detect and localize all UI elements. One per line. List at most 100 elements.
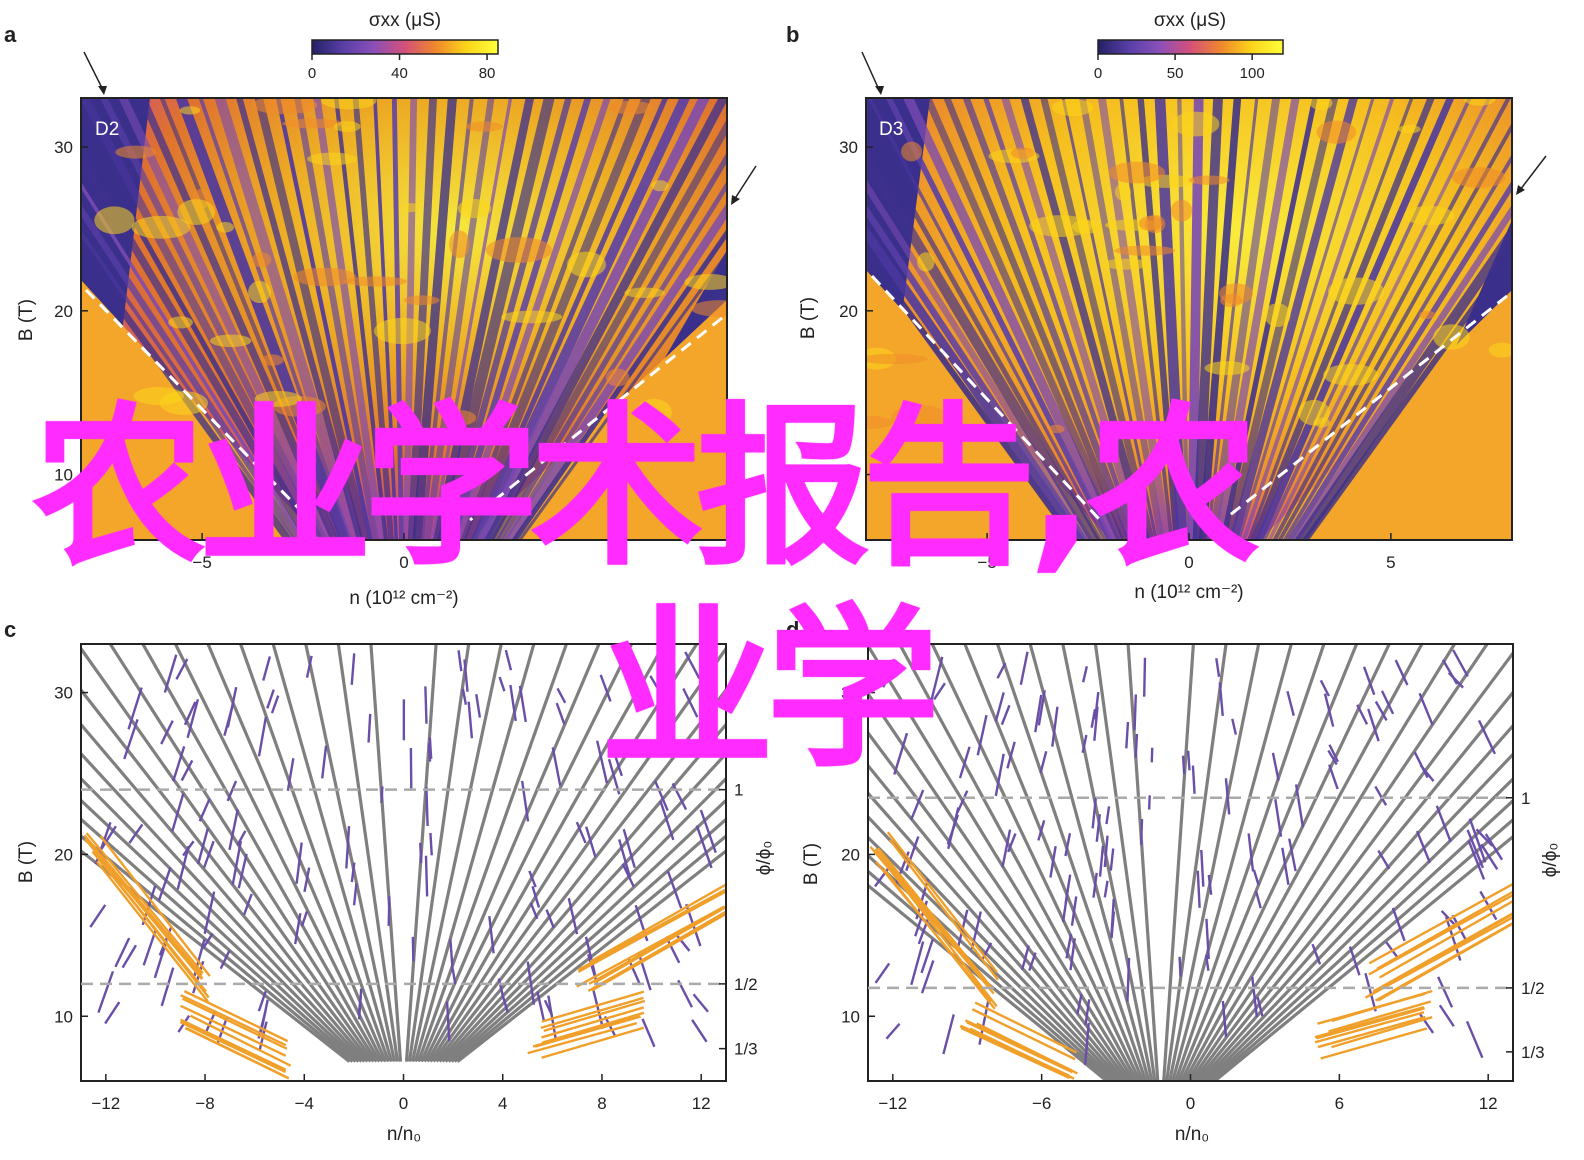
hot-blob (1047, 424, 1065, 434)
gray-fan-line (1204, 776, 1513, 1081)
gray-fan-line (1192, 650, 1513, 1081)
gray-fan-line (868, 763, 1126, 1081)
purple-segment (930, 656, 944, 701)
hot-blob (1264, 303, 1291, 327)
purple-segment (956, 790, 969, 813)
purple-segment (1186, 750, 1191, 771)
purple-segment (1286, 690, 1295, 716)
purple-segment (1098, 845, 1105, 877)
fan-stripe (1267, 98, 1492, 540)
purple-segment (89, 904, 107, 928)
hot-blob (465, 121, 503, 132)
purple-segment (387, 896, 391, 926)
purple-segment (367, 713, 372, 743)
fan-stripe (1137, 98, 1181, 540)
purple-segment (910, 941, 925, 986)
xlabel-b: n (10¹² cm⁻²) (1134, 582, 1243, 603)
orange-segment (85, 832, 204, 974)
orange-segment (92, 850, 207, 993)
hot-blob (1327, 277, 1385, 305)
purple-segment (1477, 719, 1497, 755)
ylabel-right-d: ϕ/ϕ₀ (1540, 843, 1561, 877)
purple-segment (1380, 690, 1395, 715)
hot-blob (1170, 199, 1193, 222)
purple-segment (1019, 651, 1029, 685)
purple-segment (427, 743, 432, 762)
fan-stripe (198, 98, 353, 540)
purple-segment (596, 740, 609, 784)
purple-segment (1252, 869, 1260, 886)
colorbar-title-a: σxx (μS) (369, 10, 441, 31)
purple-segment (910, 789, 925, 820)
orange-segment (976, 1022, 1078, 1075)
purple-segment (303, 867, 311, 893)
gray-fan-line (1210, 817, 1513, 1081)
purple-segment (1181, 755, 1186, 775)
hot-blob (374, 317, 431, 345)
purple-segment (1126, 957, 1131, 1002)
fan-stripe (962, 98, 1135, 540)
fan-stripe (412, 98, 457, 540)
purple-segment (885, 1022, 901, 1040)
panel-b-heatmap: D3 −5 0 5 10 20 30 B (T) n (10¹² cm⁻²) σxx (μ… (798, 10, 1547, 603)
fan-stripe (495, 151, 727, 540)
fan-stripe (885, 98, 1114, 540)
x-tick-label: 5 (1386, 553, 1395, 572)
x-tick-label: 0 (1184, 553, 1193, 572)
x-tick-label: 0 (399, 1094, 408, 1113)
orange-segment (577, 888, 726, 971)
fan-stripe (99, 98, 329, 540)
orange-segment (184, 1026, 289, 1080)
fan-stripe (1220, 98, 1318, 540)
purple-segment (682, 688, 699, 718)
purple-segment (1311, 943, 1322, 965)
orange-segment (540, 996, 644, 1030)
fan-stripe (866, 224, 1085, 540)
ylabel-d: B (T) (801, 843, 822, 885)
hot-blob (1071, 219, 1101, 234)
orange-segment (541, 1011, 645, 1044)
orange-segment (966, 1021, 1073, 1074)
orange-segment (1316, 1007, 1425, 1040)
gray-fan-line (238, 644, 391, 1063)
x-tick-label: 12 (1479, 1094, 1498, 1113)
purple-segment (528, 870, 537, 888)
fan-stripe (1247, 98, 1414, 540)
purple-segment (695, 825, 713, 869)
gray-fan-line (963, 644, 1145, 1081)
axis-ticks-b: −5 0 5 10 20 30 (839, 138, 1396, 572)
purple-segment (1065, 933, 1073, 959)
x-tick-label: 6 (1335, 1094, 1344, 1113)
orange-segment (527, 1021, 638, 1055)
panel-letter-c: c (4, 617, 16, 642)
hot-blob (1397, 125, 1421, 134)
hot-blob (94, 206, 135, 235)
purple-segment (1438, 1004, 1455, 1027)
purple-segment (1451, 914, 1469, 944)
hot-blob (159, 391, 209, 415)
purple-segment (920, 960, 935, 994)
purple-segment (1247, 833, 1255, 872)
gray-fan-line (1171, 644, 1293, 1081)
purple-segment (258, 1021, 268, 1051)
gray-fan-line (416, 644, 569, 1063)
panel-letter-d: d (786, 617, 799, 642)
purple-segment (1480, 843, 1499, 870)
gray-fan-line (336, 644, 400, 1062)
gray-fan-line (410, 644, 503, 1062)
fan-stripe (902, 98, 1121, 540)
hot-blob (1114, 245, 1176, 256)
purple-segment (186, 699, 200, 739)
fan-stripe (1001, 98, 1145, 540)
inset-label-b: D3 (879, 119, 903, 140)
purple-segment (1095, 814, 1101, 842)
gray-fan-line (1168, 644, 1261, 1081)
purple-segment (1134, 733, 1139, 758)
gray-fan-line (868, 883, 1108, 1081)
hot-blob (321, 98, 377, 110)
colorbar-tick-label: 0 (1094, 65, 1102, 82)
x-tick-label: 0 (399, 553, 408, 572)
purple-segment (160, 967, 175, 1007)
fan-stripe (81, 181, 306, 540)
orange-segment (589, 883, 726, 963)
